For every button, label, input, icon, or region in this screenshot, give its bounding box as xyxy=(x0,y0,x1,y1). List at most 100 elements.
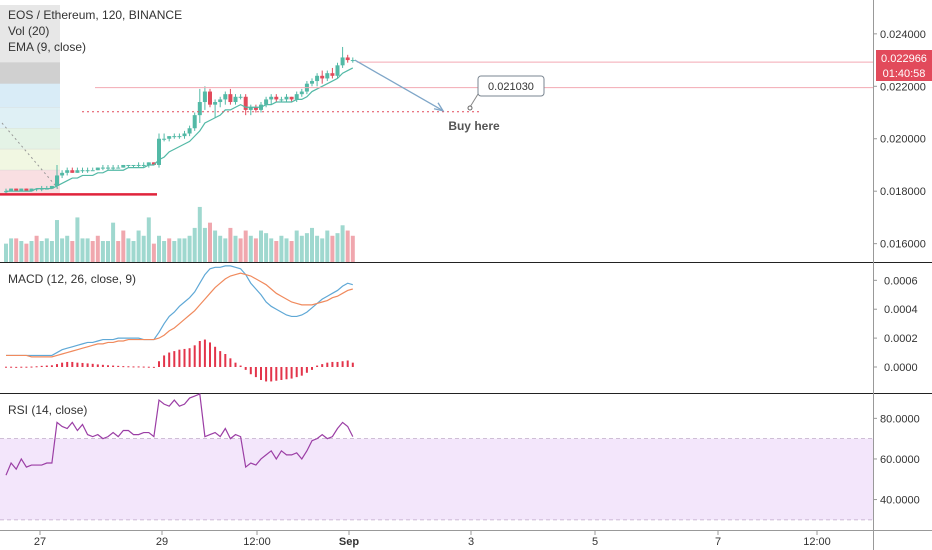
macd-tick-label: 0.0002 xyxy=(884,333,918,345)
macd-histogram-bar xyxy=(311,367,313,370)
candle-body xyxy=(177,136,182,138)
volume-bar xyxy=(223,238,228,262)
candle-body xyxy=(136,164,141,166)
macd-histogram-bar xyxy=(290,367,293,379)
volume-bar xyxy=(65,235,70,262)
candle-body xyxy=(335,65,340,76)
macd-histogram-bar xyxy=(117,365,120,367)
volume-bar xyxy=(340,225,345,262)
symbol-title[interactable]: EOS / Ethereum, 120, BINANCE xyxy=(8,8,182,22)
fib-zone xyxy=(0,62,60,84)
volume-bar xyxy=(19,241,24,262)
volume-bar xyxy=(49,241,54,262)
macd-histogram-bar xyxy=(71,361,74,367)
volume-bar xyxy=(29,241,34,262)
price-grid xyxy=(873,33,877,245)
macd-histogram-bar xyxy=(326,362,329,367)
candle-body xyxy=(345,57,350,61)
candle-body xyxy=(157,138,161,165)
macd-histogram-bar xyxy=(76,362,79,367)
macd-histogram-bar xyxy=(336,361,339,367)
price-tag-text: 0.022966 xyxy=(881,53,927,65)
fib-zone xyxy=(0,83,60,108)
candle-body xyxy=(111,167,116,169)
candle-body xyxy=(14,188,19,192)
volume-bars xyxy=(4,206,355,262)
macd-histogram-bar xyxy=(15,366,18,368)
macd-histogram-bar xyxy=(107,365,109,367)
macd-histogram-bar xyxy=(188,348,191,367)
macd-histogram-bar xyxy=(137,366,140,368)
volume-bar xyxy=(85,238,90,262)
macd-histogram-bar xyxy=(158,361,160,367)
candle-body xyxy=(95,167,100,171)
macd-histogram-bar xyxy=(265,367,268,382)
volume-bar xyxy=(320,238,325,262)
candle-body xyxy=(233,96,238,103)
drawing-overlays[interactable] xyxy=(0,59,873,196)
candle-body xyxy=(162,138,167,140)
candle-body xyxy=(116,167,121,169)
volume-bar xyxy=(289,241,294,262)
volume-bar xyxy=(34,235,39,262)
time-tick-label: 5 xyxy=(592,536,598,548)
candle-body xyxy=(172,136,177,138)
macd-histogram-bar xyxy=(280,367,283,380)
candle-body xyxy=(218,99,223,103)
volume-bar xyxy=(243,230,248,262)
volume-bar xyxy=(279,235,284,262)
fib-zone xyxy=(0,149,60,171)
fib-trend-line xyxy=(1,122,59,189)
candle-body xyxy=(274,96,279,100)
candle-body xyxy=(228,94,233,103)
macd-histogram-bar xyxy=(209,342,211,367)
ema-legend[interactable]: EMA (9, close) xyxy=(8,40,86,54)
signal-line xyxy=(6,272,353,358)
macd-tick-label: 0.0000 xyxy=(884,362,918,374)
candle-body xyxy=(187,128,192,134)
macd-histogram-bar xyxy=(219,351,222,367)
candle-body xyxy=(151,162,156,165)
callout-box xyxy=(477,75,545,97)
macd-histogram-bar xyxy=(122,366,125,368)
rsi-legend[interactable]: RSI (14, close) xyxy=(8,403,87,417)
candle-body xyxy=(243,96,248,110)
candle-body xyxy=(253,107,258,110)
countdown-tag-text: 01:40:58 xyxy=(883,68,926,80)
target-callout[interactable]: 0.021030 xyxy=(467,75,545,111)
macd-histogram-bar xyxy=(20,366,23,368)
macd-histogram-bar xyxy=(5,366,7,368)
volume-bar xyxy=(126,238,131,262)
candle-body xyxy=(167,136,172,139)
candle-body xyxy=(279,99,284,101)
fib-zone xyxy=(0,128,60,150)
macd-histogram-bar xyxy=(45,365,48,367)
macd-histogram-bar xyxy=(61,362,64,367)
macd-histogram-bar xyxy=(229,358,232,367)
volume-bar xyxy=(208,222,212,262)
macd-pane xyxy=(5,265,877,382)
macd-histogram-bar xyxy=(86,363,89,367)
macd-legend[interactable]: MACD (12, 26, close, 9) xyxy=(8,272,136,286)
macd-histogram-bar xyxy=(260,367,262,380)
candle-body xyxy=(269,96,274,100)
macd-histogram-bar xyxy=(244,367,247,370)
volume-bar xyxy=(151,243,156,262)
macd-histogram-bar xyxy=(351,362,354,367)
volume-bar xyxy=(345,230,350,262)
rsi-tick-label: 40.0000 xyxy=(880,495,920,507)
volume-bar xyxy=(90,241,95,262)
candle-body xyxy=(264,99,269,105)
volume-bar xyxy=(299,235,304,262)
volume-bar xyxy=(4,243,8,262)
macd-histogram-bar xyxy=(25,366,28,368)
countdown-tag-bg xyxy=(876,66,932,81)
macd-histogram-bar xyxy=(224,354,227,367)
volume-legend[interactable]: Vol (20) xyxy=(8,24,49,38)
volume-bar xyxy=(284,238,289,262)
macd-histogram-bar xyxy=(198,341,201,367)
volume-bar xyxy=(111,222,116,262)
macd-histogram-bar xyxy=(163,355,166,367)
macd-histogram-bar xyxy=(35,366,38,368)
